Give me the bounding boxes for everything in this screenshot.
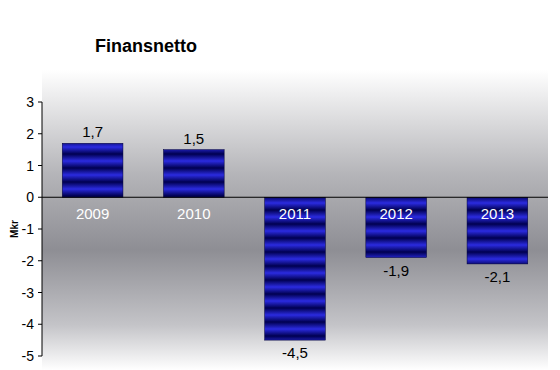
bar [265, 197, 326, 340]
x-tick-label: 2013 [481, 205, 514, 222]
y-tick [38, 292, 42, 293]
y-tick-label: -5 [22, 348, 35, 364]
data-label: 1,5 [183, 130, 204, 147]
data-label: -4,5 [282, 344, 308, 361]
y-tick [38, 356, 42, 357]
y-tick-label: -4 [22, 316, 35, 332]
data-label: 1,7 [82, 123, 103, 140]
bar [62, 143, 123, 197]
y-tick [38, 229, 42, 230]
y-axis-label: Mkr [9, 220, 20, 238]
y-tick-label: 3 [26, 94, 34, 110]
y-tick-label: 1 [26, 158, 34, 174]
y-tick-label: 2 [26, 126, 34, 142]
chart-title: Finansnetto [95, 36, 197, 56]
data-label: -2,1 [484, 268, 510, 285]
chart-svg: Finansnetto Mkr -5 -4 -3 -2 -1 0 1 2 3 2009 2010 2011… [0, 0, 560, 370]
y-tick-label: 0 [26, 189, 34, 205]
bar [366, 197, 427, 257]
data-label: -1,9 [383, 262, 409, 279]
y-tick [38, 165, 42, 166]
y-tick [38, 197, 42, 198]
bar [163, 150, 224, 198]
x-tick-label: 2011 [279, 205, 311, 222]
y-tick [38, 324, 42, 325]
bars [62, 143, 528, 340]
x-tick-label: 2009 [76, 205, 109, 222]
x-tick-label: 2010 [177, 205, 210, 222]
x-tick-label: 2012 [380, 205, 413, 222]
chart-container: Finansnetto Mkr -5 -4 -3 -2 -1 0 1 2 3 2009 2010 2011… [0, 0, 560, 370]
y-tick-label: -1 [22, 221, 35, 237]
y-tick [38, 102, 42, 103]
y-tick-label: -2 [22, 253, 35, 269]
y-tick [38, 260, 42, 261]
y-tick-label: -3 [22, 285, 35, 301]
bar [467, 197, 528, 264]
plot-background [42, 70, 548, 370]
y-tick [38, 133, 42, 134]
x-axis-line [42, 197, 548, 198]
